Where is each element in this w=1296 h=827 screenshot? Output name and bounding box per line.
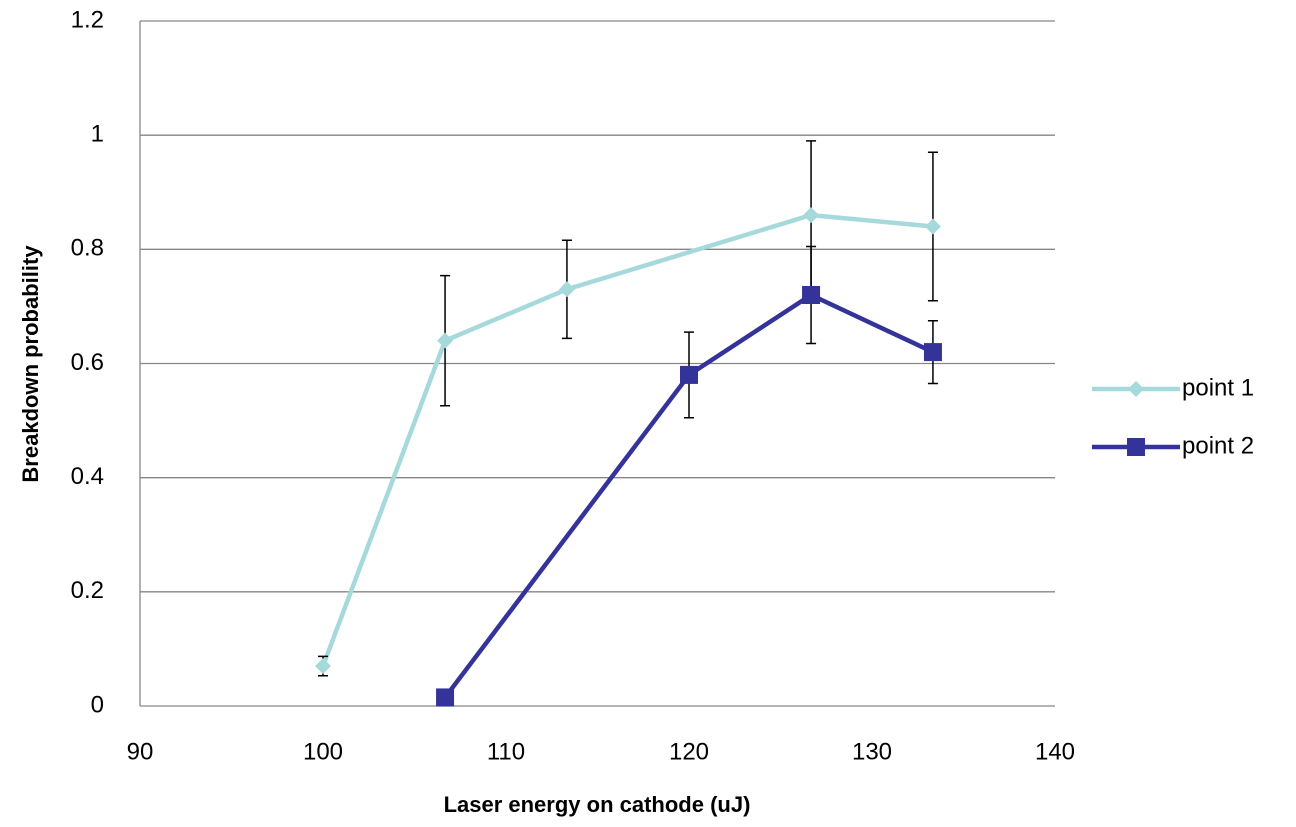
y-tick-label: 0.8 — [71, 235, 104, 262]
y-tick-label: 0.2 — [71, 577, 104, 604]
x-tick-label: 140 — [1035, 738, 1075, 765]
x-tick-label: 130 — [852, 738, 892, 765]
marker — [315, 658, 331, 674]
marker — [1127, 438, 1145, 456]
legend-label: point 2 — [1182, 432, 1254, 459]
marker — [559, 281, 575, 297]
y-tick-label: 1 — [91, 121, 104, 148]
y-axis-title: Breakdown probability — [18, 245, 43, 483]
y-tick-label: 0 — [91, 691, 104, 718]
marker — [803, 207, 819, 223]
y-tick-label: 1.2 — [71, 6, 104, 33]
marker — [802, 286, 820, 304]
y-tick-label: 0.6 — [71, 349, 104, 376]
marker — [1128, 381, 1144, 397]
series-line — [323, 215, 933, 666]
marker — [437, 333, 453, 349]
y-tick-label: 0.4 — [71, 463, 104, 490]
marker — [924, 343, 942, 361]
x-tick-label: 90 — [127, 738, 154, 765]
x-tick-label: 110 — [487, 738, 525, 765]
chart: Laser energy on cathode (uJ) Breakdown p… — [0, 0, 1296, 827]
marker — [436, 688, 454, 706]
legend-label: point 1 — [1182, 374, 1254, 401]
x-tick-label: 100 — [303, 738, 343, 765]
x-axis-title: Laser energy on cathode (uJ) — [444, 792, 751, 817]
marker — [925, 219, 941, 235]
x-tick-label: 120 — [669, 738, 709, 765]
marker — [680, 366, 698, 384]
